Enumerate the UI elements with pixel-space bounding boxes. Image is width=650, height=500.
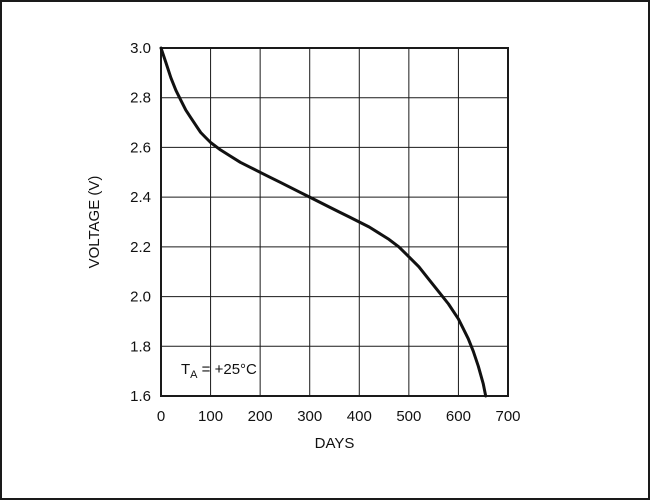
x-tick-label: 100: [198, 408, 223, 425]
y-axis-label: VOLTAGE (V): [86, 176, 103, 269]
y-tick-label: 2.6: [130, 139, 151, 156]
x-axis-ticks: 0 100 200 300 400 500 600 700: [157, 408, 521, 425]
y-tick-label: 2.2: [130, 239, 151, 256]
plot-frame: [160, 47, 509, 397]
y-tick-label: 2.8: [130, 90, 151, 107]
temperature-annotation: TA = +25°C: [181, 361, 257, 381]
x-tick-label: 700: [495, 408, 520, 425]
y-axis-ticks: 1.6 1.8 2.0 2.2 2.4 2.6 2.8 3.0: [130, 40, 151, 405]
x-tick-label: 400: [347, 408, 372, 425]
y-tick-label: 2.4: [130, 189, 151, 206]
x-tick-label: 300: [297, 408, 322, 425]
x-tick-label: 200: [248, 408, 273, 425]
x-tick-label: 0: [157, 408, 165, 425]
y-tick-label: 2.0: [130, 289, 151, 306]
annotation-subscript: A: [190, 369, 198, 381]
x-axis-label: DAYS: [315, 435, 355, 452]
series-line: [159, 46, 488, 398]
annotation-main: T: [181, 361, 190, 378]
grid: [161, 48, 508, 396]
x-tick-label: 500: [396, 408, 421, 425]
annotation-rest: = +25°C: [198, 361, 258, 378]
y-tick-label: 1.6: [130, 388, 151, 405]
y-tick-label: 1.8: [130, 338, 151, 355]
x-tick-label: 600: [446, 408, 471, 425]
y-tick-label: 3.0: [130, 40, 151, 57]
